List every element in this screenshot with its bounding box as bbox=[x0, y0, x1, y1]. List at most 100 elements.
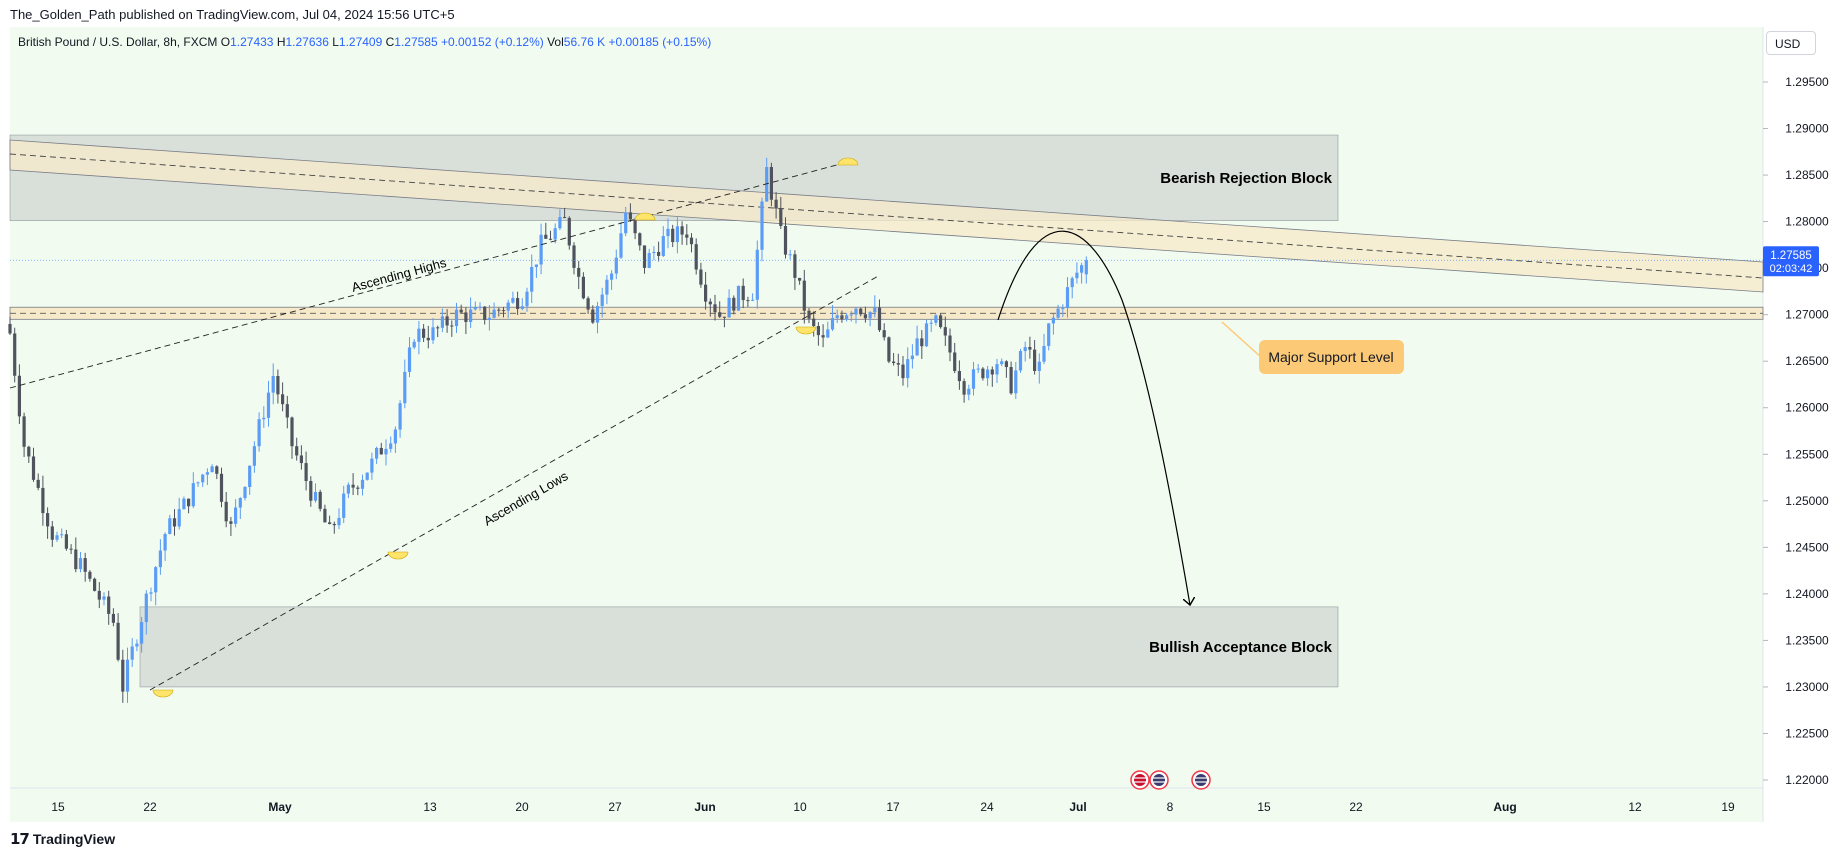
candle-body bbox=[328, 522, 332, 524]
uk-flag-icon bbox=[1130, 770, 1150, 790]
candle-body bbox=[440, 316, 444, 328]
candle bbox=[957, 360, 961, 390]
candle bbox=[708, 298, 712, 317]
price-axis-background bbox=[1763, 27, 1835, 822]
candle-body bbox=[581, 276, 585, 299]
candle bbox=[412, 339, 416, 350]
candle bbox=[107, 590, 111, 625]
candle-body bbox=[281, 394, 285, 405]
candle bbox=[501, 306, 506, 318]
candle bbox=[309, 476, 313, 507]
price-tick-label: 1.23000 bbox=[1785, 680, 1829, 694]
candle bbox=[31, 447, 36, 482]
candle-body bbox=[97, 590, 101, 600]
candle-body bbox=[849, 314, 853, 316]
candle bbox=[492, 302, 496, 319]
time-tick-label: May bbox=[268, 800, 292, 814]
candle-body bbox=[464, 312, 468, 323]
legend-part: +0.00185 (+0.15%) bbox=[608, 35, 711, 49]
candle-body bbox=[812, 318, 816, 327]
candle-body bbox=[266, 392, 271, 418]
candle-body bbox=[939, 315, 943, 328]
price-tick-label: 1.29000 bbox=[1785, 122, 1829, 136]
event-flag bbox=[1153, 774, 1165, 786]
candle bbox=[685, 224, 689, 246]
candle-body bbox=[379, 447, 383, 455]
candle-body bbox=[78, 558, 83, 570]
candle bbox=[74, 537, 78, 573]
ohlc-legend: British Pound / U.S. Dollar, 8h, FXCM O1… bbox=[18, 35, 711, 49]
candle bbox=[539, 223, 543, 275]
us-flag-icon bbox=[1191, 770, 1211, 790]
pivot-highlight bbox=[634, 212, 656, 221]
candle bbox=[1004, 360, 1008, 378]
tradingview-footer[interactable]: 𝟭𝟳 TradingView bbox=[10, 830, 115, 848]
candle-body bbox=[285, 404, 289, 418]
candle-body bbox=[191, 483, 195, 507]
candle-body bbox=[93, 578, 97, 591]
candle-body bbox=[497, 309, 501, 311]
candle-body bbox=[55, 535, 59, 540]
time-tick-label: 19 bbox=[1721, 800, 1735, 814]
legend-part: Vol bbox=[547, 35, 564, 49]
candle bbox=[943, 316, 947, 346]
price-tick-label: 1.27000 bbox=[1785, 308, 1829, 322]
candle-body bbox=[196, 482, 200, 484]
price-tick-label: 1.26000 bbox=[1785, 401, 1829, 415]
currency-button[interactable]: USD bbox=[1766, 31, 1816, 55]
candle-body bbox=[332, 523, 336, 526]
candle bbox=[328, 515, 332, 525]
candle bbox=[1033, 340, 1037, 375]
candle-body bbox=[1065, 287, 1070, 309]
candle bbox=[713, 294, 717, 321]
time-tick-label: 15 bbox=[51, 800, 65, 814]
candle-body bbox=[544, 234, 548, 239]
candle bbox=[285, 395, 289, 429]
candle-body bbox=[64, 534, 68, 549]
pivot-highlight bbox=[837, 157, 859, 166]
candle bbox=[1009, 361, 1013, 395]
legend-part: 1.27409 bbox=[339, 35, 386, 49]
candle-body bbox=[953, 352, 957, 372]
candle bbox=[953, 342, 957, 374]
candle bbox=[215, 465, 219, 480]
candle-body bbox=[986, 369, 990, 379]
time-tick-label: 22 bbox=[143, 800, 157, 814]
candle-body bbox=[60, 534, 64, 536]
candle bbox=[901, 356, 905, 386]
candle bbox=[238, 497, 242, 520]
candle bbox=[252, 441, 256, 473]
candle bbox=[1023, 341, 1027, 362]
candle bbox=[445, 309, 449, 333]
candle bbox=[365, 472, 369, 481]
candle bbox=[605, 275, 609, 305]
candle-body bbox=[943, 327, 947, 336]
candle bbox=[370, 452, 374, 480]
candle bbox=[13, 327, 17, 383]
candle-body bbox=[859, 308, 863, 315]
candle bbox=[751, 293, 755, 302]
candle bbox=[154, 565, 158, 606]
candle bbox=[266, 380, 271, 427]
price-tick-label: 1.25000 bbox=[1785, 494, 1829, 508]
candle bbox=[976, 364, 980, 374]
candle-body bbox=[591, 309, 595, 323]
candle-body bbox=[356, 487, 360, 489]
candle-body bbox=[1000, 361, 1004, 365]
candle-body bbox=[1018, 351, 1023, 371]
candle-body bbox=[694, 244, 698, 270]
candle bbox=[64, 529, 68, 551]
candle bbox=[995, 358, 999, 384]
candle-body bbox=[675, 226, 679, 243]
candle-body bbox=[422, 328, 426, 338]
legend-part: British Pound / U.S. Dollar, 8h, FXCM bbox=[18, 35, 221, 49]
candle-body bbox=[971, 369, 976, 389]
candle-body bbox=[830, 318, 835, 330]
candle-body bbox=[135, 643, 139, 647]
candle-body bbox=[125, 659, 130, 692]
candle bbox=[163, 532, 167, 561]
candle-body bbox=[205, 472, 209, 475]
candle bbox=[234, 499, 238, 528]
